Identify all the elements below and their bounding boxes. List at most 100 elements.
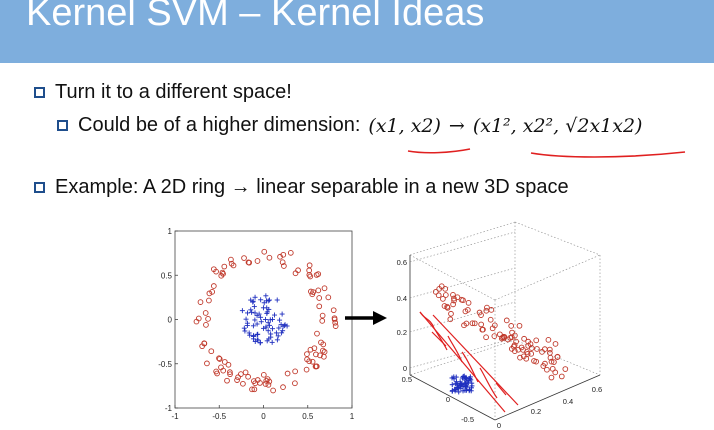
ring-outer-point [216, 356, 223, 362]
ring-outer-point [251, 386, 258, 393]
ring-outer-point [250, 378, 257, 384]
bullet-1-text: Turn it to a different space! [55, 81, 292, 103]
mapped-outer-point [517, 354, 523, 361]
ring-inner-point [280, 328, 286, 334]
ring-inner-point [276, 325, 282, 331]
ring-inner-point [264, 309, 270, 315]
ring-outer-point [292, 380, 298, 387]
ring-inner-point [242, 328, 248, 334]
ring-outer-point [221, 359, 228, 365]
mapped-outer-point [440, 296, 446, 302]
ring-inner-point [246, 330, 252, 336]
y3d-tick-label: -0.5 [461, 415, 474, 424]
mapped-outer-point [442, 292, 449, 298]
math-arrow: → [448, 114, 465, 137]
ring-inner-point [250, 298, 256, 304]
mapped-outer-point [444, 304, 451, 311]
mapped-outer-point [528, 345, 535, 351]
ring-inner-point [267, 297, 273, 303]
mapped-outer-point [554, 354, 561, 360]
ring-inner-point [263, 324, 269, 330]
ring-outer-point [254, 377, 261, 383]
ring-inner-point [274, 337, 280, 343]
mapped-outer-point [458, 296, 465, 303]
ring-outer-point [265, 381, 272, 388]
ring-inner-point [252, 317, 258, 323]
mapped-outer-point [488, 307, 495, 313]
ring-outer-point [203, 322, 209, 328]
mapped-outer-point [507, 335, 514, 341]
mapped-inner-point [449, 382, 455, 388]
z-tick-label: 0 [403, 364, 407, 373]
ring-outer-point [260, 371, 267, 378]
grid-line [409, 254, 496, 301]
ring-outer-point [312, 363, 319, 370]
mapped-outer-point [508, 323, 515, 329]
slide-title: Kernel SVM – Kernel Ideas [26, 0, 485, 34]
ring-outer-point [332, 323, 339, 329]
ring-inner-point [250, 333, 256, 339]
mapped-inner-point [460, 374, 466, 380]
ring-inner-point [274, 297, 280, 303]
mapped-outer-point [547, 354, 554, 361]
ring-inner-point [257, 340, 263, 346]
ring-inner-point [261, 325, 267, 331]
mapped-outer-point [546, 346, 553, 353]
mapped-outer-point [508, 346, 515, 352]
ring-inner-point [269, 339, 275, 345]
ring-outer-point [306, 267, 313, 274]
x3d-tick-label: 0.4 [563, 397, 573, 406]
mapped-inner-point [455, 385, 461, 391]
3d-plot: 0 0.2 0.4 0.6 0.5 0 -0.5 0 0.2 0.4 0.6 [397, 221, 602, 430]
ring-inner-point [277, 317, 283, 323]
ring-outer-point [332, 319, 339, 326]
mapped-outer-point [462, 308, 469, 315]
ring-inner-point [265, 328, 271, 334]
mapped-outer-point [471, 320, 478, 327]
ring-outer-point [270, 387, 276, 394]
mapped-outer-point [520, 353, 527, 360]
ring-outer-point [306, 358, 313, 365]
mapped-outer-point [503, 317, 510, 324]
grid-line [409, 339, 516, 376]
ring-outer-point [325, 294, 332, 301]
mapped-outer-point [534, 346, 540, 352]
separating-plane-annotation [419, 311, 519, 413]
ring-inner-point [278, 322, 284, 328]
ring-inner-point [279, 311, 285, 317]
ring-outer-point [330, 307, 337, 314]
mapped-outer-point [541, 346, 548, 352]
ring-outer-point [195, 315, 202, 322]
mapped-outer-point [552, 341, 559, 347]
z-tick-label: 0.6 [397, 258, 407, 267]
mapped-outer-point [545, 336, 552, 343]
ring-outer-point [234, 377, 240, 383]
ring-outer-point [208, 348, 215, 355]
ring-outer-point [315, 287, 322, 294]
x-axis [494, 374, 601, 421]
mapped-inner-point [463, 374, 469, 380]
ring-inner-point [270, 326, 276, 332]
mapped-outer-point [548, 358, 555, 365]
mapped-outer-point [552, 369, 559, 376]
mapped-outer-point [521, 335, 527, 342]
checkbox-bullet-icon [34, 182, 45, 193]
ring-inner-point [258, 314, 264, 320]
ring-outer-point [218, 364, 224, 371]
ring-outer-point [201, 340, 208, 347]
mapped-outer-point [516, 322, 523, 329]
ring-outer-point [230, 262, 237, 269]
ring-outer-point [319, 312, 326, 319]
math-right: (x1², x2², √2x1x2) [472, 114, 643, 137]
mapped-outer-point [448, 310, 454, 317]
ring-outer-point [209, 289, 216, 295]
mapped-inner-point [466, 388, 472, 394]
x-tick-label: -0.5 [212, 412, 226, 421]
ring-outer-point [266, 378, 273, 385]
ring-outer-point [280, 251, 287, 258]
bullet-2-text: Could be of a higher dimension: [78, 114, 361, 136]
ring-outer-point [245, 373, 251, 380]
ring-inner-point [254, 337, 260, 343]
mapped-inner-point [454, 384, 460, 390]
ring-outer-point [241, 255, 247, 261]
